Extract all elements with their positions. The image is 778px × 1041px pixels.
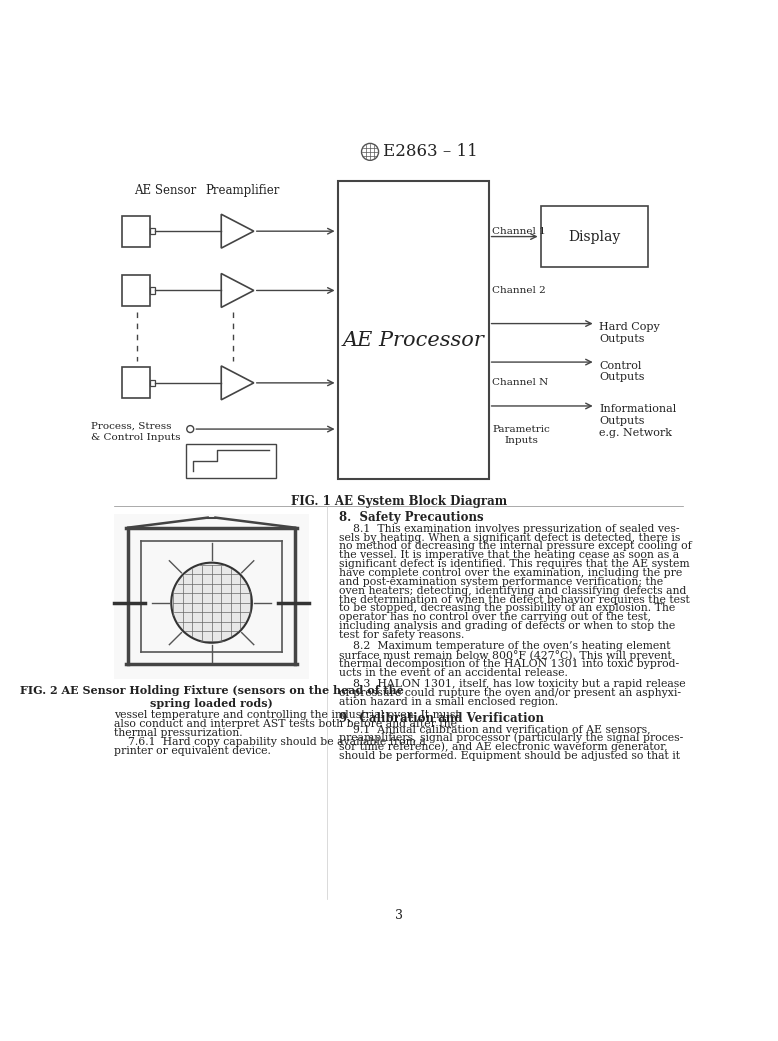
Text: 3: 3 xyxy=(394,909,403,921)
Polygon shape xyxy=(221,214,254,248)
Circle shape xyxy=(171,563,252,642)
Bar xyxy=(122,215,150,247)
Bar xyxy=(187,445,275,478)
Bar xyxy=(150,287,156,294)
Bar xyxy=(122,275,150,306)
Text: 7.6.1  Hard copy capability should be available from a: 7.6.1 Hard copy capability should be ava… xyxy=(114,737,426,746)
Text: Channel 1: Channel 1 xyxy=(492,227,546,235)
Text: 8.1  This examination involves pressurization of sealed ves-: 8.1 This examination involves pressuriza… xyxy=(339,524,679,534)
Text: and post-examination system performance verification; the: and post-examination system performance … xyxy=(339,577,663,587)
Polygon shape xyxy=(221,274,254,307)
Bar xyxy=(338,181,489,479)
Text: significant defect is identified. This requires that the AE system: significant defect is identified. This r… xyxy=(339,559,689,569)
Text: should be performed. Equipment should be adjusted so that it: should be performed. Equipment should be… xyxy=(339,751,680,761)
Text: including analysis and grading of defects or when to stop the: including analysis and grading of defect… xyxy=(339,621,675,631)
Text: FIG. 1 AE System Block Diagram: FIG. 1 AE System Block Diagram xyxy=(292,494,507,508)
Text: printer or equivalent device.: printer or equivalent device. xyxy=(114,745,272,756)
Polygon shape xyxy=(221,366,254,400)
Text: test for safety reasons.: test for safety reasons. xyxy=(339,630,464,640)
Text: Parametric
Inputs: Parametric Inputs xyxy=(492,425,550,445)
Text: surface must remain below 800°F (427°C). This will prevent: surface must remain below 800°F (427°C).… xyxy=(339,650,671,661)
Circle shape xyxy=(187,426,194,432)
Text: 8.3  HALON 1301, itself, has low toxicity but a rapid release: 8.3 HALON 1301, itself, has low toxicity… xyxy=(339,679,685,689)
Text: sels by heating. When a significant defect is detected, there is: sels by heating. When a significant defe… xyxy=(339,533,681,542)
Text: ation hazard in a small enclosed region.: ation hazard in a small enclosed region. xyxy=(339,696,559,707)
Text: no method of decreasing the internal pressure except cooling of: no method of decreasing the internal pre… xyxy=(339,541,692,552)
Text: the determination of when the defect behavior requires the test: the determination of when the defect beh… xyxy=(339,594,690,605)
Text: ucts in the event of an accidental release.: ucts in the event of an accidental relea… xyxy=(339,667,568,678)
Text: Informational
Outputs
e.g. Network: Informational Outputs e.g. Network xyxy=(600,405,677,437)
Text: Display: Display xyxy=(568,230,620,244)
Bar xyxy=(114,514,309,680)
Text: 8.2  Maximum temperature of the oven’s heating element: 8.2 Maximum temperature of the oven’s he… xyxy=(339,641,671,652)
Text: E2863 – 11: E2863 – 11 xyxy=(384,144,478,160)
Text: preamplifiers, signal processor (particularly the signal proces-: preamplifiers, signal processor (particu… xyxy=(339,733,683,743)
Text: thermal decomposition of the HALON 1301 into toxic byprod-: thermal decomposition of the HALON 1301 … xyxy=(339,659,679,669)
Text: operator has no control over the carrying out of the test,: operator has no control over the carryin… xyxy=(339,612,651,623)
Text: 9.1  Annual calibration and verification of AE sensors,: 9.1 Annual calibration and verification … xyxy=(339,723,650,734)
Text: Hard Copy
Outputs: Hard Copy Outputs xyxy=(600,322,661,344)
Text: have complete control over the examination, including the pre: have complete control over the examinati… xyxy=(339,568,682,578)
Text: AE Processor: AE Processor xyxy=(342,331,484,350)
Text: Process, Stress
& Control Inputs: Process, Stress & Control Inputs xyxy=(92,423,181,441)
Text: the vessel. It is imperative that the heating cease as soon as a: the vessel. It is imperative that the he… xyxy=(339,551,679,560)
Text: of pressure could rupture the oven and/or present an asphyxi-: of pressure could rupture the oven and/o… xyxy=(339,688,681,697)
Bar xyxy=(150,380,156,386)
Text: 9.  Calibration and Verification: 9. Calibration and Verification xyxy=(339,712,544,725)
Text: 8.  Safety Precautions: 8. Safety Precautions xyxy=(339,511,484,525)
Text: oven heaters; detecting, identifying and classifying defects and: oven heaters; detecting, identifying and… xyxy=(339,586,686,595)
Text: sor time reference), and AE electronic waveform generator,: sor time reference), and AE electronic w… xyxy=(339,741,668,753)
Bar xyxy=(541,206,647,268)
Text: vessel temperature and controlling the industrial oven. It must: vessel temperature and controlling the i… xyxy=(114,710,460,720)
Text: Channel N: Channel N xyxy=(492,378,548,387)
Text: AE Sensor: AE Sensor xyxy=(135,184,197,197)
Text: Control
Outputs: Control Outputs xyxy=(600,360,645,382)
Bar xyxy=(150,228,156,234)
Text: also conduct and interpret AST tests both before and after the: also conduct and interpret AST tests bot… xyxy=(114,719,457,729)
Text: Channel 2: Channel 2 xyxy=(492,286,546,295)
Text: FIG. 2 AE Sensor Holding Fixture (sensors on the head of the
spring loaded rods): FIG. 2 AE Sensor Holding Fixture (sensor… xyxy=(19,685,404,709)
Bar xyxy=(122,367,150,399)
Text: thermal pressurization.: thermal pressurization. xyxy=(114,728,243,738)
Text: to be stopped, decreasing the possibility of an explosion. The: to be stopped, decreasing the possibilit… xyxy=(339,604,675,613)
Text: Preamplifier: Preamplifier xyxy=(205,184,280,197)
